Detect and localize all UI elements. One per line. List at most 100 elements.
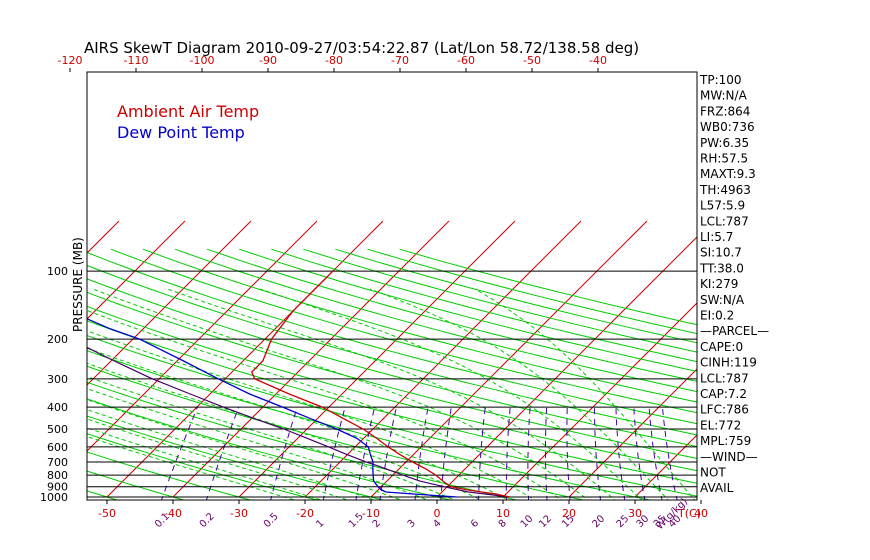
moist-adiabat-line xyxy=(167,288,616,500)
dry-adiabat-line xyxy=(303,248,697,353)
dry-adiabat-line xyxy=(87,291,697,459)
dry-adiabat-line xyxy=(87,334,697,497)
profiles xyxy=(87,270,510,498)
dry-adiabat-line xyxy=(87,264,697,436)
index-entry: CAPE:0 xyxy=(700,340,743,354)
index-entry: EI:0.2 xyxy=(700,309,734,323)
mixing-ratio-tick-label: 20 xyxy=(591,513,608,530)
mixing-ratio-line xyxy=(355,406,376,500)
mixing-ratio-line xyxy=(662,407,678,500)
moist-adiabat-line xyxy=(260,288,643,500)
index-entry: RH:57.5 xyxy=(700,152,748,166)
mixing-ratio-line xyxy=(593,407,602,500)
index-entry: AVAIL xyxy=(700,481,734,495)
bottom-tick-label: 30 xyxy=(628,507,642,520)
isotherm-line xyxy=(634,434,697,498)
top-tick-label: -40 xyxy=(589,54,607,67)
index-entry: TH:4963 xyxy=(699,183,751,197)
dry-adiabat-line xyxy=(87,350,653,500)
axes: 0.1 0.2 0.5 1 1.5 2 3 4 6 8 10 12 15 20 25 30 3540100200… xyxy=(40,54,708,532)
mixing-ratio-line xyxy=(648,407,663,500)
index-entry: MAXT:9.3 xyxy=(700,167,756,181)
top-tick-label: -80 xyxy=(325,54,343,67)
pressure-tick-label: 300 xyxy=(47,373,68,386)
bottom-tick-label: -10 xyxy=(362,507,380,520)
dry-adiabat-line xyxy=(87,415,386,500)
dry-adiabat-line xyxy=(239,248,697,372)
index-entry: LFC:786 xyxy=(700,403,749,417)
index-entry: LI:5.7 xyxy=(700,230,733,244)
mixing-ratio-tick-label: 1 xyxy=(314,518,326,530)
dry-adiabat-line xyxy=(87,305,697,472)
moist-adiabat-line xyxy=(87,409,376,500)
index-entry: —PARCEL— xyxy=(700,324,769,338)
isotherm-line xyxy=(568,368,697,498)
mixing-ratio-line xyxy=(505,407,511,500)
index-entry: LCL:787 xyxy=(700,214,749,228)
dry-adiabat-line xyxy=(206,248,697,382)
index-entry: SI:10.7 xyxy=(700,246,742,260)
mixing-ratio-line xyxy=(566,407,571,500)
mixing-ratio-line xyxy=(379,406,397,500)
dry-adiabat-line xyxy=(271,248,697,363)
dry-adiabat-line xyxy=(367,248,697,335)
bottom-tick-label: -50 xyxy=(98,507,116,520)
pressure-tick-label: 800 xyxy=(47,469,68,482)
dry-adiabat-line xyxy=(87,381,519,500)
mixing-ratio-tick-label: 6 xyxy=(469,518,481,530)
pressure-tick-label: 500 xyxy=(47,423,68,436)
dewpoint-curve xyxy=(87,318,457,498)
top-tick-label: -60 xyxy=(457,54,475,67)
chart-title: AIRS SkewT Diagram 2010-09-27/03:54:22.8… xyxy=(84,39,639,57)
dry-adiabat-line xyxy=(174,248,697,393)
temperature-curve xyxy=(250,270,510,498)
index-entry: KI:279 xyxy=(700,277,738,291)
pressure-tick-label: 100 xyxy=(47,265,68,278)
mixing-ratio-line xyxy=(440,407,452,500)
dry-adiabat-line xyxy=(87,251,697,425)
dry-adiabat-line xyxy=(87,365,586,500)
index-entry: LCL:787 xyxy=(700,371,749,385)
pressure-tick-label: 900 xyxy=(47,481,68,494)
pressure-tick-label: 1000 xyxy=(40,491,68,504)
bottom-tick-label: 10 xyxy=(496,507,510,520)
index-entry: FRZ:864 xyxy=(700,104,750,118)
moist-adiabat-line xyxy=(87,309,563,500)
temperature-unit-label: T(C) xyxy=(677,507,701,520)
top-tick-label: -120 xyxy=(58,54,83,67)
mixing-ratio-tick-label: 10 xyxy=(519,513,536,530)
bottom-tick-label: 0 xyxy=(434,507,441,520)
index-entry: NOT xyxy=(700,466,726,480)
bottom-tick-label: 20 xyxy=(562,507,576,520)
isotherm-line xyxy=(436,236,697,498)
pressure-tick-label: 400 xyxy=(47,401,68,414)
dry-adiabat-line xyxy=(87,320,697,484)
index-entry: —WIND— xyxy=(700,450,758,464)
index-entry: TP:100 xyxy=(699,73,742,87)
mixing-ratio-line xyxy=(161,406,198,500)
top-tick-label: -90 xyxy=(259,54,277,67)
moist-adiabat-line xyxy=(87,427,323,500)
mixing-ratio-tick-label: 0.2 xyxy=(198,511,217,530)
legend-temp: Ambient Air Temp xyxy=(117,102,259,121)
index-entry: L57:5.9 xyxy=(700,199,745,213)
index-entry: EL:772 xyxy=(700,418,741,432)
moist-adiabat-line xyxy=(87,388,429,500)
moist-adiabat-line xyxy=(87,376,456,500)
pressure-tick-label: 600 xyxy=(47,441,68,454)
dry-adiabat-line xyxy=(142,248,697,403)
top-tick-label: -100 xyxy=(190,54,215,67)
dry-adiabat-line xyxy=(87,433,319,500)
dry-adiabat-line xyxy=(87,278,697,448)
mixing-ratio-tick-label: 3 xyxy=(406,518,418,530)
plot-frame xyxy=(86,71,698,501)
bottom-tick-label: -20 xyxy=(296,507,314,520)
mixing-ratio-line xyxy=(270,406,298,500)
dry-adiabat-line xyxy=(87,470,186,500)
moist-adiabat-line xyxy=(369,288,669,500)
moist-adiabat-line xyxy=(87,418,350,500)
parcel-curve xyxy=(87,346,510,498)
isotherm-line xyxy=(833,221,870,497)
